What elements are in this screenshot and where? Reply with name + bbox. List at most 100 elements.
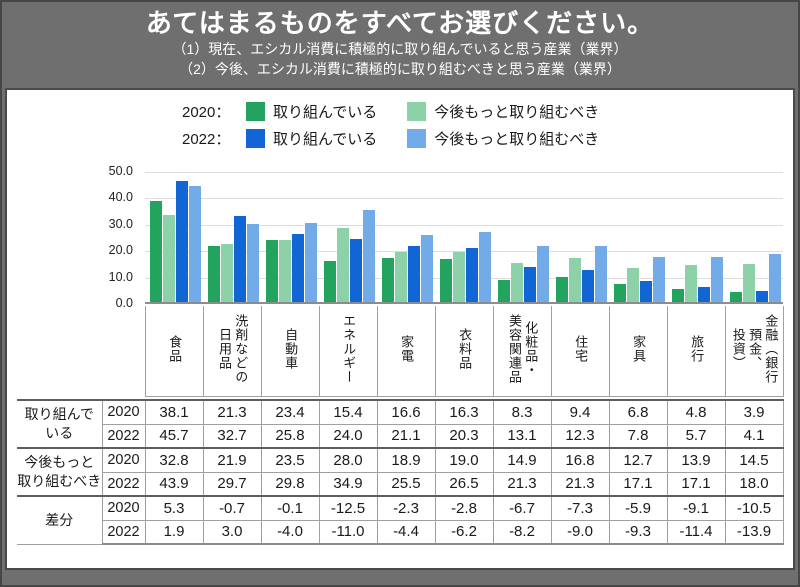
bar — [569, 258, 581, 302]
category-label: 家具 — [608, 306, 668, 397]
bar — [382, 258, 394, 302]
category-label: エネルギー — [318, 306, 378, 397]
legend-row-2020: 2020： 取り組んでいる 今後もっと取り組むべき — [182, 99, 629, 124]
year-cell: 2020 — [101, 447, 146, 473]
value-cell: 13.9 — [666, 447, 726, 473]
value-cell: 24.0 — [318, 423, 378, 449]
bar-group — [667, 170, 725, 302]
row-group-label: 差分 — [17, 495, 103, 545]
category-label: 衣料品 — [434, 306, 494, 397]
value-cell: -6.2 — [434, 519, 494, 545]
category-label: 食品 — [144, 306, 204, 397]
legend-label: 今後もっと取り組むべき — [434, 131, 600, 148]
legend-swatch-2020-should — [407, 102, 427, 121]
bar — [498, 280, 510, 302]
value-cell: -7.3 — [550, 495, 610, 521]
legend-year-label: 2022： — [182, 131, 231, 148]
value-cell: 16.3 — [434, 399, 494, 425]
bar — [582, 270, 594, 302]
y-axis-tick-label: 0.0 — [115, 296, 133, 310]
value-cell: 18.0 — [724, 471, 784, 497]
table-row: 2022 45.7 32.7 25.8 24.0 21.1 20.3 13.1 12.3 7.8 5… — [17, 423, 784, 449]
bar — [234, 216, 246, 302]
y-axis-tick-label: 50.0 — [108, 164, 133, 178]
bar-group — [609, 170, 667, 302]
value-cell: -11.0 — [318, 519, 378, 545]
value-cell: -0.7 — [202, 495, 262, 521]
value-cell: 23.5 — [260, 447, 320, 473]
value-cell: 6.8 — [608, 399, 668, 425]
bar — [743, 264, 755, 302]
bar — [189, 186, 201, 302]
legend-label: 取り組んでいる — [273, 131, 378, 148]
table-row: 2022 43.9 29.7 29.8 34.9 25.5 26.5 21.3 21.3 17.1… — [17, 471, 784, 497]
bar — [453, 252, 465, 302]
value-cell: 13.1 — [492, 423, 552, 449]
bar — [466, 248, 478, 302]
legend-label: 取り組んでいる — [273, 104, 378, 121]
bar — [176, 181, 188, 302]
value-cell: 43.9 — [144, 471, 204, 497]
value-cell: 21.3 — [202, 399, 262, 425]
page-title: あてはまるものをすべてお選びください。 — [145, 8, 655, 38]
bar — [363, 210, 375, 302]
category-label: 住宅 — [550, 306, 610, 397]
y-axis-tick-label: 40.0 — [108, 190, 133, 205]
legend-row-2022: 2022： 取り組んでいる 今後もっと取り組むべき — [182, 126, 629, 151]
value-cell: 4.1 — [724, 423, 784, 449]
year-cell: 2022 — [101, 471, 146, 497]
bar — [756, 291, 768, 302]
value-cell: 18.9 — [376, 447, 436, 473]
value-cell: 21.1 — [376, 423, 436, 449]
y-axis-tick-label: 20.0 — [108, 243, 133, 258]
table-row: 2022 1.9 3.0 -4.0 -11.0 -4.4 -6.2 -8.2 -9.0 -9.3-… — [17, 519, 784, 545]
bar — [440, 259, 452, 302]
value-cell: -2.3 — [376, 495, 436, 521]
bar — [698, 287, 710, 302]
value-cell: 16.6 — [376, 399, 436, 425]
value-cell: 28.0 — [318, 447, 378, 473]
value-cell: -4.0 — [260, 519, 320, 545]
year-cell: 2022 — [101, 519, 146, 545]
bar-group — [145, 170, 203, 302]
value-cell: 26.5 — [434, 471, 494, 497]
value-cell: 32.8 — [144, 447, 204, 473]
bar — [524, 267, 536, 302]
table-row: 取り組んで いる 2020 38.1 21.3 23.4 15.4 16.6 16.3 8.3 9… — [17, 399, 784, 449]
value-cell: 12.7 — [608, 447, 668, 473]
value-cell: 19.0 — [434, 447, 494, 473]
bar — [163, 215, 175, 302]
value-cell: 21.3 — [492, 471, 552, 497]
value-cell: 14.5 — [724, 447, 784, 473]
y-axis: 50.0 40.0 30.0 20.0 10.0 0.0 — [91, 164, 139, 310]
category-label: 化粧品・ 美容関連品 — [492, 306, 552, 397]
value-cell: -12.5 — [318, 495, 378, 521]
bar-group — [493, 170, 551, 302]
bar — [421, 235, 433, 302]
bar-group — [203, 170, 261, 302]
value-cell: 23.4 — [260, 399, 320, 425]
bar — [511, 263, 523, 302]
legend-swatch-2022-engaged — [246, 129, 265, 148]
gridline — [145, 224, 783, 226]
bar-group — [725, 170, 783, 302]
bar — [614, 284, 626, 302]
year-cell: 2022 — [101, 423, 146, 449]
year-cell: 2020 — [101, 399, 146, 425]
bar — [395, 252, 407, 302]
bar — [627, 268, 639, 302]
value-cell: 5.3 — [144, 495, 204, 521]
value-cell: 25.8 — [260, 423, 320, 449]
value-cell: 16.8 — [550, 447, 610, 473]
value-cell: 3.9 — [724, 399, 784, 425]
legend-swatch-2020-engaged — [246, 102, 265, 121]
legend-swatch-2022-should — [407, 129, 427, 148]
value-cell: 21.3 — [550, 471, 610, 497]
bar — [292, 234, 304, 302]
value-cell: 21.9 — [202, 447, 262, 473]
bar — [640, 281, 652, 302]
value-cell: -6.7 — [492, 495, 552, 521]
bar — [305, 223, 317, 302]
bar — [537, 246, 549, 302]
